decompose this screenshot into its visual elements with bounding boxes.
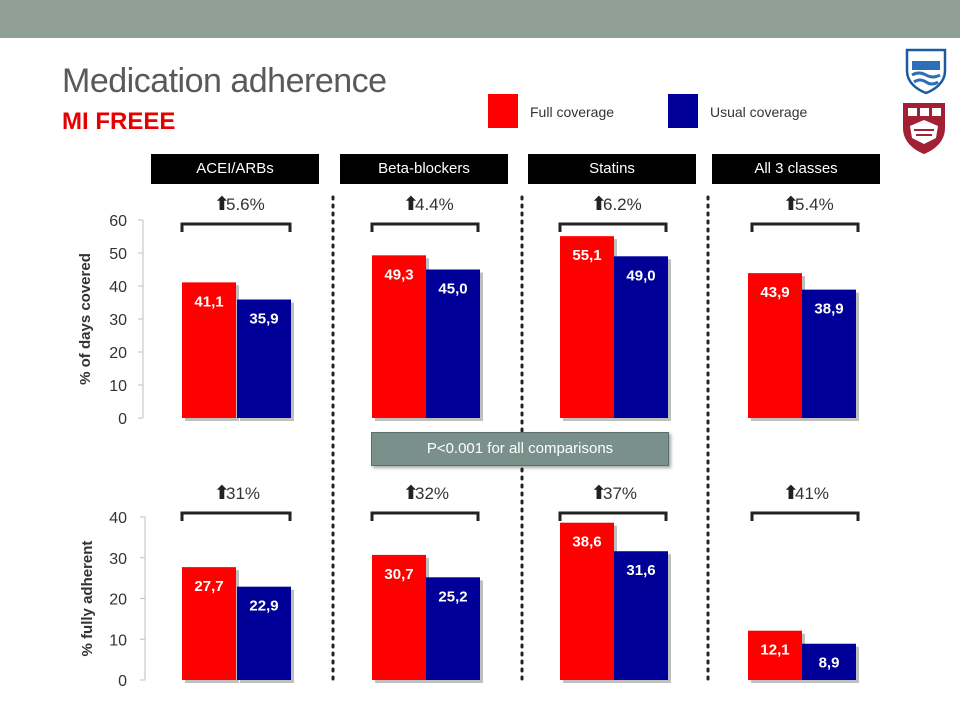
bar-usual-days-covered: [802, 289, 856, 418]
data-label-full: 27,7: [194, 578, 223, 595]
y-tick-label-days-covered: 50: [109, 246, 127, 263]
bar-usual-fully-adherent: [237, 586, 291, 680]
comparison-bracket: [370, 511, 480, 521]
y-tick-label-days-covered: 20: [109, 345, 127, 362]
bar-full-fully-adherent: [560, 522, 614, 680]
data-label-full: 30,7: [384, 566, 413, 583]
up-arrow-icon: ⬆: [783, 482, 799, 504]
y-tick-label-days-covered: 60: [109, 213, 127, 230]
up-arrow-icon: ⬆: [403, 193, 419, 215]
bar-usual-fully-adherent: [802, 643, 856, 680]
comparison-bracket: [180, 222, 292, 232]
category-header-acei-arbs: ACEI/ARBs: [151, 154, 319, 184]
harvard-medical-shield-logo: [903, 103, 945, 154]
data-label-full: 12,1: [760, 642, 789, 659]
bar-full-days-covered: [748, 273, 802, 418]
y-tick-label-fully-adherent: 0: [118, 673, 127, 690]
data-label-full: 55,1: [572, 247, 601, 264]
y-tick-label-days-covered: 0: [118, 411, 127, 428]
bar-usual-fully-adherent: [614, 551, 668, 680]
legend-swatch-full-coverage: [488, 94, 518, 128]
y-tick-label-days-covered: 10: [109, 378, 127, 395]
comparison-bracket: [180, 511, 292, 521]
up-arrow-icon: ⬆: [783, 193, 799, 215]
increase-annotation: 32%: [415, 484, 449, 503]
data-label-usual: 8,9: [819, 655, 840, 672]
slide-title: Medication adherence: [62, 62, 387, 100]
bar-usual-fully-adherent: [426, 577, 480, 680]
increase-annotation: 4.4%: [415, 195, 454, 214]
y-tick-label-fully-adherent: 30: [109, 551, 127, 568]
category-header-all-3-classes: All 3 classes: [712, 154, 880, 184]
legend-label-full-coverage: Full coverage: [530, 104, 615, 120]
data-label-usual: 35,9: [249, 311, 278, 328]
up-arrow-icon: ⬆: [214, 482, 230, 504]
bar-usual-days-covered: [426, 269, 480, 418]
increase-annotation: 5.4%: [795, 195, 834, 214]
y-tick-label-fully-adherent: 20: [109, 592, 127, 609]
up-arrow-icon: ⬆: [403, 482, 419, 504]
increase-annotation: 6.2%: [603, 195, 642, 214]
data-label-full: 49,3: [384, 266, 413, 283]
data-label-full: 41,1: [194, 293, 223, 310]
bar-usual-days-covered: [614, 256, 668, 418]
y-tick-label-fully-adherent: 10: [109, 632, 127, 649]
legend-label-usual-coverage: Usual coverage: [710, 104, 808, 120]
comparison-bracket: [558, 511, 668, 521]
comparison-bracket: [750, 222, 860, 232]
data-label-usual: 49,0: [626, 267, 655, 284]
up-arrow-icon: ⬆: [591, 193, 607, 215]
increase-annotation: 41%: [795, 484, 829, 503]
y-axis-title-days-covered: % of days covered: [77, 253, 94, 385]
data-label-usual: 31,6: [626, 562, 655, 579]
category-header-beta-blockers: Beta-blockers: [340, 154, 508, 184]
comparison-bracket: [370, 222, 480, 232]
p-value-note: P<0.001 for all comparisons: [371, 432, 669, 466]
bar-full-fully-adherent: [182, 567, 236, 680]
category-header-statins: Statins: [528, 154, 696, 184]
data-label-usual: 38,9: [814, 301, 843, 318]
data-label-usual: 22,9: [249, 598, 278, 615]
bwh-shield-logo: [905, 48, 947, 95]
bar-full-days-covered: [372, 255, 426, 418]
y-tick-label-days-covered: 40: [109, 279, 127, 296]
comparison-bracket: [558, 222, 668, 232]
y-tick-label-days-covered: 30: [109, 312, 127, 329]
increase-annotation: 5.6%: [226, 195, 265, 214]
top-banner: [0, 0, 960, 38]
bar-full-days-covered: [182, 282, 236, 418]
bar-full-days-covered: [560, 236, 614, 418]
data-label-usual: 45,0: [438, 281, 467, 298]
legend-swatch-usual-coverage: [668, 94, 698, 128]
increase-annotation: 31%: [226, 484, 260, 503]
data-label-usual: 25,2: [438, 588, 467, 605]
data-label-full: 43,9: [760, 284, 789, 301]
increase-annotation: 37%: [603, 484, 637, 503]
bar-usual-days-covered: [237, 299, 291, 418]
slide-subtitle: MI FREEE: [62, 108, 176, 135]
y-tick-label-fully-adherent: 40: [109, 510, 127, 527]
y-axis-title-fully-adherent: % fully adherent: [79, 541, 96, 657]
up-arrow-icon: ⬆: [591, 482, 607, 504]
bar-full-fully-adherent: [372, 554, 426, 680]
bar-full-fully-adherent: [748, 630, 802, 680]
data-label-full: 38,6: [572, 534, 601, 551]
up-arrow-icon: ⬆: [214, 193, 230, 215]
comparison-bracket: [750, 511, 860, 521]
